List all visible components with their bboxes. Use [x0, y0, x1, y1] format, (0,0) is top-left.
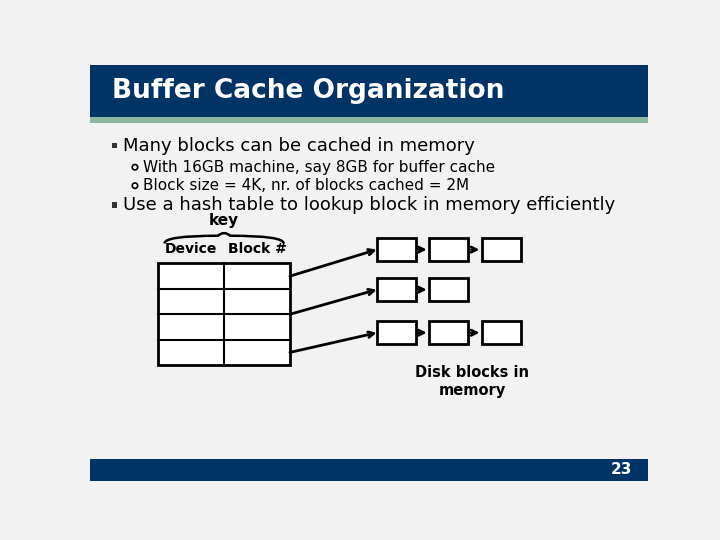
Circle shape: [132, 183, 138, 188]
Bar: [377, 278, 415, 301]
Bar: [158, 264, 290, 365]
Bar: [112, 202, 117, 208]
Circle shape: [132, 165, 138, 170]
Bar: [112, 143, 117, 148]
Text: With 16GB machine, say 8GB for buffer cache: With 16GB machine, say 8GB for buffer ca…: [143, 160, 495, 175]
Bar: [429, 278, 468, 301]
Text: 23: 23: [611, 462, 632, 477]
Text: Disk blocks in
memory: Disk blocks in memory: [415, 365, 529, 397]
Text: Use a hash table to lookup block in memory efficiently: Use a hash table to lookup block in memo…: [123, 196, 616, 214]
Text: Many blocks can be cached in memory: Many blocks can be cached in memory: [123, 137, 475, 154]
Bar: [429, 238, 468, 261]
Bar: [482, 238, 521, 261]
Text: Device: Device: [165, 242, 217, 256]
Text: Block #: Block #: [228, 242, 287, 256]
Text: Block size = 4K, nr. of blocks cached = 2M: Block size = 4K, nr. of blocks cached = …: [143, 178, 469, 193]
Bar: [90, 459, 648, 481]
Bar: [429, 321, 468, 345]
Bar: [90, 65, 648, 117]
Bar: [482, 321, 521, 345]
Bar: [377, 321, 415, 345]
Text: Buffer Cache Organization: Buffer Cache Organization: [112, 78, 504, 104]
Bar: [90, 117, 648, 123]
Text: key: key: [209, 213, 239, 228]
Bar: [377, 238, 415, 261]
